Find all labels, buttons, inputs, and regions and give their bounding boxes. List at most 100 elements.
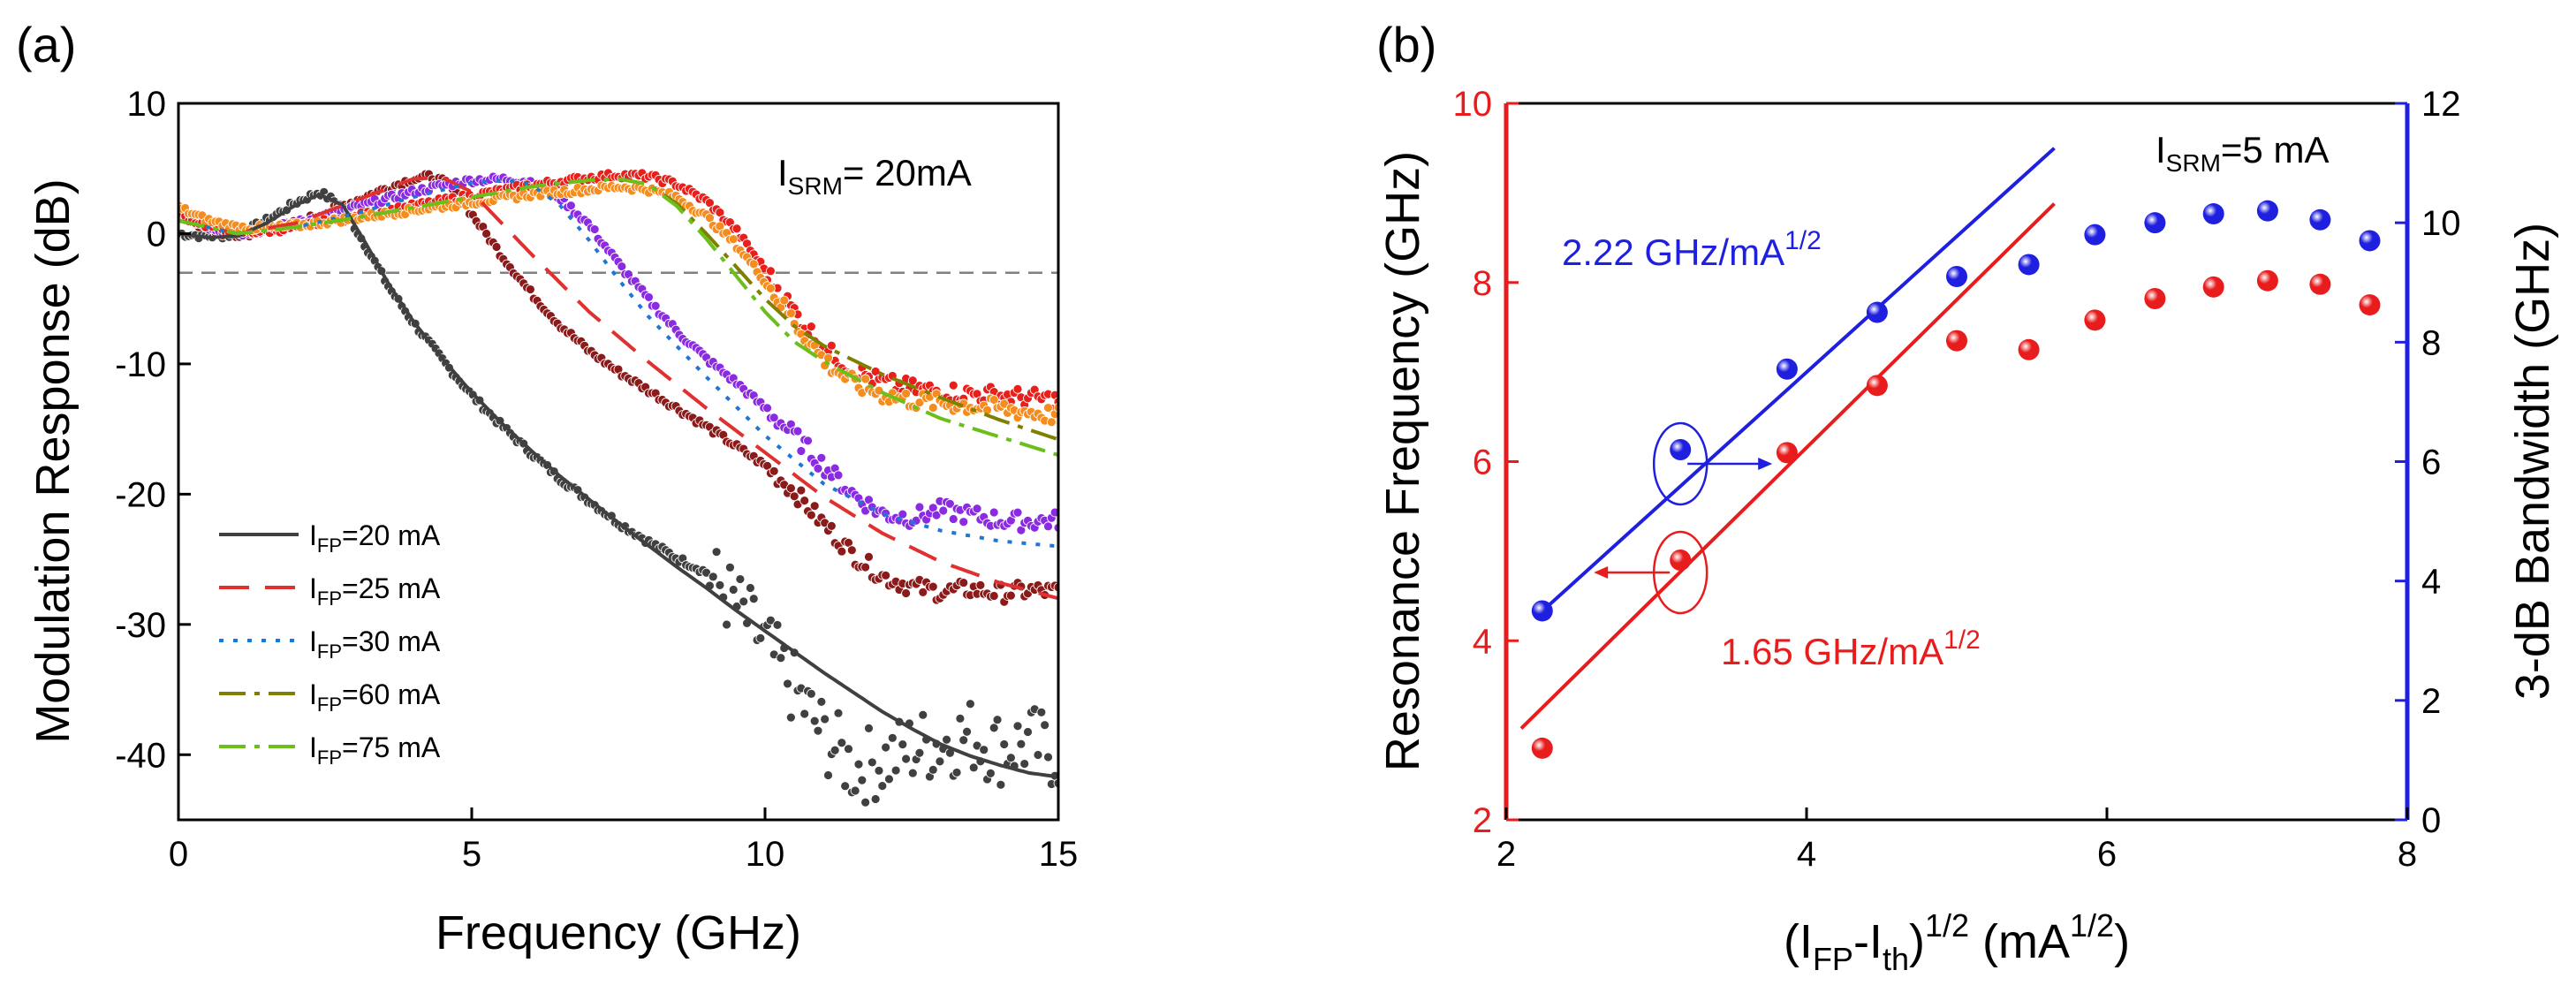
panel-a-data-point [938,505,949,516]
panel-b-data-point [2144,212,2166,234]
panel-a-data-point [728,585,739,595]
panel-a-data-point [725,562,735,572]
panel-a-data-point [711,547,722,557]
panel-a-data-point [914,502,925,512]
left-axis-arrowhead [1594,566,1609,580]
panel-a-data-point [799,709,810,719]
panel-b-data-point [2084,224,2106,246]
panel-a-x-tick-label: 0 [169,835,188,874]
panel-b-data-point [1866,375,1888,397]
right-axis-arrowhead [1758,457,1773,470]
panel-a-data-point [989,395,999,405]
panel-a-data-point [992,715,1003,725]
panel-a-data-point [809,501,820,512]
blue-slope-label: 2.22 GHz/mA1/2 [1562,226,1822,273]
panel-a-data-point [867,757,877,768]
panel-a-data-point [918,587,928,597]
panel-a-data-point [1040,720,1050,731]
panel-b-right-y-axis-label: 3-dB Bandwidth (GHz) [2506,223,2559,700]
panel-a-x-axis-label: Frequency (GHz) [436,906,801,959]
panel-a-x-tick-label: 15 [1039,835,1079,874]
panel-a-data-point [989,723,999,733]
panel-b-x-axis-label: (IFP-Ith)1/2 (mA1/2) [1784,907,2130,977]
panel-a-data-point [901,754,912,764]
panel-a-data-point [928,764,938,775]
panel-a-data-point [890,765,901,776]
panel-a-measured-series [178,187,1058,807]
panel-a-data-point [989,591,999,601]
panel-a-data-point [1036,707,1047,717]
panel-a-data-point [996,779,1006,790]
panel-a-data-point [823,770,833,780]
panel-a-data-point [1005,753,1016,763]
panel-a-data-point [884,774,894,785]
panel-a-data-point [982,405,992,415]
legend-entry-label: IFP=60 mA [309,678,441,716]
panel-a-data-point [776,653,786,663]
panel-a-plot-frame [177,102,1060,822]
panel-a-chart: 0 5 10 15 10 0 -10 -20 -30 -40 Frequency (GHz) Mo… [27,85,1078,959]
panel-a-x-tick-label: 10 [746,835,785,874]
panel-a-legend: IFP=20 mA IFP=25 mA IFP=30 mA IFP=60 mA IFP=… [219,519,441,769]
panel-b-right-y-tick-label: 2 [2421,682,2441,721]
panel-a-data-point [617,262,627,271]
panel-b-x-tick-label: 6 [2097,835,2117,874]
panel-a-data-point [860,562,871,572]
panel-a-data-point [765,266,776,277]
panel-b-data-point [2256,269,2278,292]
panel-a-data-point [783,678,792,689]
panel-a-x-tick-label: 5 [462,835,481,874]
panel-a-data-point [968,762,979,773]
panel-a-srm-annotation: ISRM= 20mA [777,152,972,200]
panel-b-data-point [2084,309,2106,331]
panel-a-data-point [907,768,918,778]
panel-a-data-point [979,745,989,755]
panel-b-data-point [2309,208,2331,231]
panel-a-data-point [948,514,958,524]
panel-a-data-point [918,709,928,720]
panel-a-data-point [877,781,888,792]
panel-a-data-point [650,300,661,311]
panel-a-data-point [1046,417,1057,428]
panel-a-data-point [989,507,999,518]
panel-a-data-point [785,308,796,318]
panel-b-data-point [1946,265,1967,287]
panel-a-data-point [864,551,874,562]
panel-a-data-point [816,452,827,463]
panel-a-data-point [765,615,776,625]
panel-b-data-point [2309,273,2331,295]
panel-b-data-point [1866,301,1888,323]
panel-b-data-point [1531,600,1553,622]
panel-a-label: (a) [16,17,76,72]
panel-a-data-point [799,496,810,506]
panel-a-data-point [951,768,962,777]
panel-a-data-point [1005,590,1016,601]
panel-a-data-point [792,426,803,436]
panel-a-data-point [826,520,837,531]
panel-a-data-point [748,594,759,604]
panel-a-data-point [765,283,776,293]
panel-a-data-point [966,699,975,709]
panel-a-data-point [796,446,807,456]
panel-a-data-point [958,735,969,746]
panel-a-data-point [914,747,925,758]
panel-a-data-point [813,725,823,736]
panel-a-data-point [589,224,600,234]
panel-a-data-point [746,583,755,593]
panel-a-data-point [1012,383,1023,394]
panel-a-data-point [840,781,851,792]
panel-b-data-point [2018,338,2040,360]
panel-b-data-point [2202,276,2224,298]
panel-a-data-point [853,759,864,769]
panel-b-label: (b) [1376,17,1436,72]
panel-a-data-point [1043,403,1053,413]
panel-a-data-point [948,380,958,390]
panel-a-data-point [881,570,891,580]
panel-b-right-y-tick-label: 10 [2421,204,2461,243]
legend-entry-label: IFP=30 mA [309,625,441,663]
panel-b-data-point [2144,287,2166,309]
panel-b-data-point [1776,358,1798,380]
panel-a-fit-line [178,193,1058,779]
panel-a-data-point [985,768,996,778]
panel-a-data-point [1043,752,1053,762]
